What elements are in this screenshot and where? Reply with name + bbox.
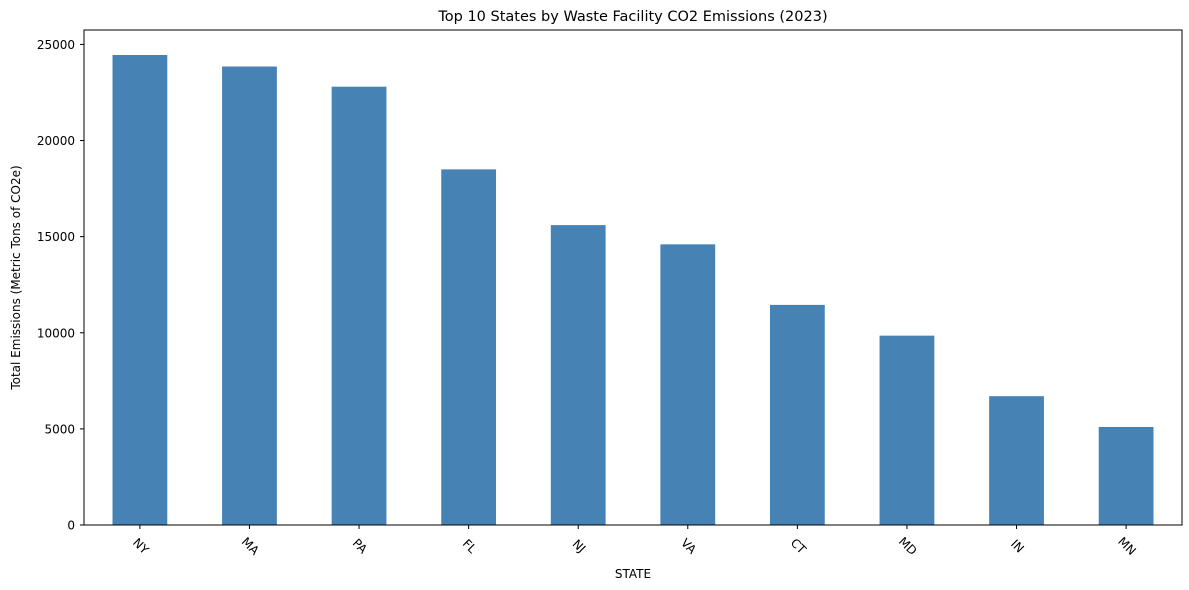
x-tick-label-in: IN <box>1008 537 1027 556</box>
y-tick-label-15000: 15000 <box>37 230 75 244</box>
bar-ny <box>112 54 168 525</box>
bar-in <box>989 396 1044 525</box>
y-tick-label-20000: 20000 <box>37 134 75 148</box>
bar-md <box>879 335 935 525</box>
bar-ct <box>769 304 825 525</box>
bar-fl <box>441 169 497 525</box>
y-tick-label-25000: 25000 <box>37 38 75 52</box>
x-tick-label-ny: NY <box>130 535 152 557</box>
x-tick-label-pa: PA <box>350 536 371 557</box>
bar-ma <box>222 66 277 526</box>
bar-va <box>660 244 716 525</box>
chart-title: Top 10 States by Waste Facility CO2 Emis… <box>437 9 827 25</box>
x-tick-label-mn: MN <box>1115 534 1139 558</box>
y-tick-label-5000: 5000 <box>44 422 75 436</box>
y-axis-label: Total Emissions (Metric Tons of CO2e) <box>9 165 23 390</box>
x-axis-ticks: NY MA PA FL NJ VA CT MD IN MN <box>130 525 1139 558</box>
plot-frame <box>83 29 1183 526</box>
bars-group <box>112 54 1154 526</box>
x-tick-label-ct: CT <box>788 536 809 557</box>
y-axis-ticks: 0 5000 10000 15000 20000 25000 <box>37 38 84 533</box>
x-tick-label-md: MD <box>896 534 920 558</box>
y-tick-label-0: 0 <box>67 519 75 533</box>
bar-mn <box>1098 426 1154 525</box>
x-tick-label-va: VA <box>678 536 700 558</box>
x-tick-label-nj: NJ <box>570 537 589 556</box>
bar-pa <box>331 86 387 525</box>
y-tick-label-10000: 10000 <box>37 326 75 340</box>
bar-nj <box>550 225 606 525</box>
x-tick-label-fl: FL <box>460 536 480 556</box>
x-axis-label: STATE <box>615 567 651 581</box>
x-tick-label-ma: MA <box>239 535 263 559</box>
